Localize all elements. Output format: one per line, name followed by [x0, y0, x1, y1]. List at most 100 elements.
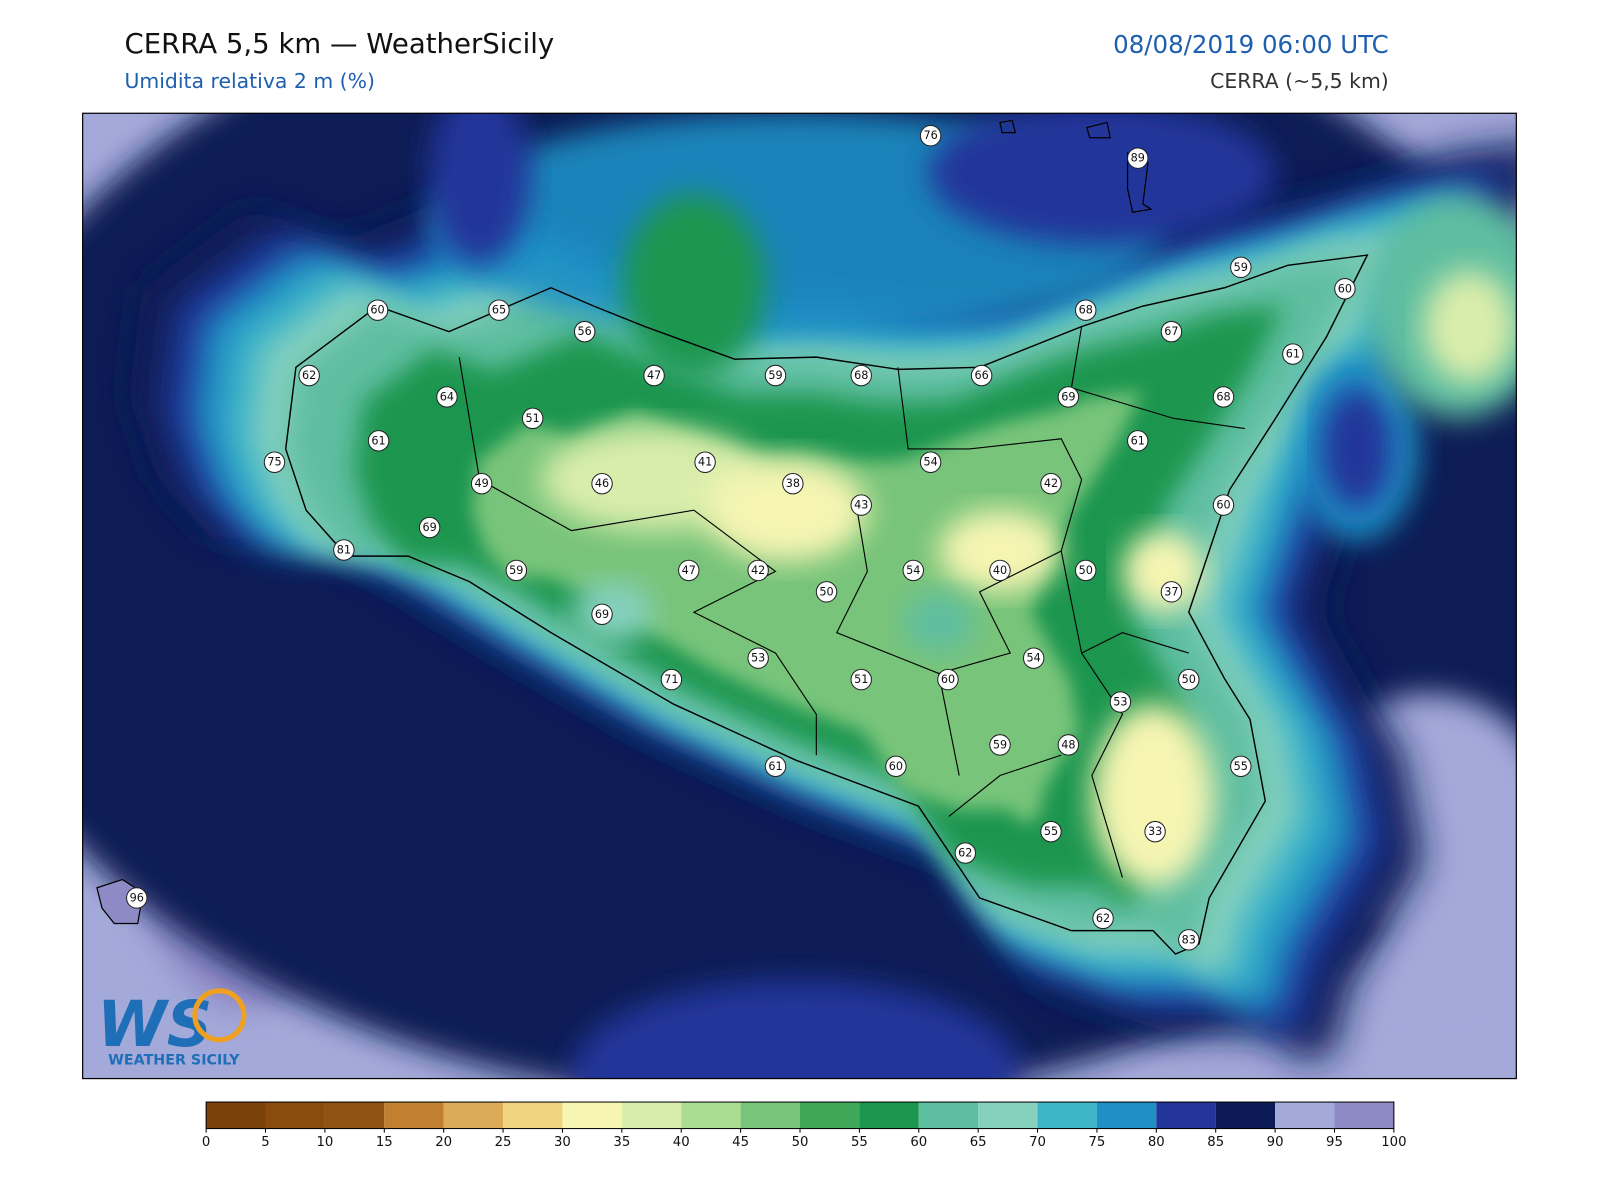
- station: 69: [1057, 386, 1080, 408]
- colorbar-segment: [918, 1102, 979, 1129]
- station: 53: [1109, 691, 1132, 713]
- station-marker: [505, 559, 528, 582]
- station: 50: [815, 581, 838, 603]
- station-marker: [470, 472, 493, 495]
- station-value: 61: [371, 434, 385, 447]
- station: 55: [1230, 755, 1252, 778]
- station-value: 54: [906, 564, 920, 577]
- station-value: 42: [1044, 477, 1058, 490]
- station-marker: [1109, 691, 1132, 713]
- station: 61: [367, 430, 390, 452]
- station-marker: [418, 516, 441, 539]
- station-marker: [989, 734, 1011, 756]
- station-marker: [367, 430, 390, 452]
- station-marker: [1022, 647, 1045, 669]
- station-value: 60: [370, 304, 384, 317]
- station-marker: [660, 668, 683, 691]
- colorbar-segment: [384, 1102, 444, 1129]
- colorbar-tick-label: 85: [1207, 1135, 1224, 1150]
- station: 67: [1160, 320, 1183, 343]
- station-value: 96: [130, 891, 144, 904]
- station-value: 53: [1113, 696, 1127, 709]
- station-marker: [1230, 755, 1252, 778]
- station-marker: [815, 581, 838, 603]
- station: 54: [902, 559, 924, 582]
- colorbar-tick-label: 90: [1267, 1135, 1284, 1150]
- station-marker: [1057, 386, 1080, 408]
- station-marker: [1040, 820, 1062, 843]
- station-marker: [1160, 581, 1183, 603]
- station-value: 62: [302, 369, 316, 382]
- station: 43: [850, 494, 872, 516]
- station-marker: [694, 451, 716, 473]
- station: 38: [782, 472, 804, 495]
- station: 47: [643, 364, 665, 387]
- station: 60: [366, 299, 389, 321]
- station-labels: 76 89 60 65 56 62 64 47 59 68 66 68 67 59 60 61 69 68 51 61…: [126, 125, 1356, 951]
- colorbar-tick-label: 30: [554, 1135, 571, 1150]
- station-value: 71: [664, 673, 678, 686]
- station-value: 75: [267, 456, 281, 469]
- colorbar: 0 5 10 15 20 25 30 35 40 45 50 55 60 65 70 75 80 85 90 95 10…: [202, 1101, 1407, 1150]
- colorbar-segment: [800, 1102, 860, 1129]
- station-value: 60: [1338, 282, 1352, 295]
- station: 50: [1075, 559, 1097, 582]
- title: CERRA 5,5 km — WeatherSicily: [124, 28, 554, 60]
- station-value: 62: [1096, 912, 1110, 925]
- station: 55: [1040, 820, 1062, 843]
- colorbar-segment: [206, 1102, 266, 1129]
- station: 60: [1334, 278, 1356, 300]
- station-marker: [573, 320, 596, 343]
- station-value: 37: [1164, 585, 1178, 598]
- station: 51: [850, 668, 872, 691]
- station: 66: [970, 364, 993, 387]
- colorbar-tick-label: 25: [495, 1135, 512, 1150]
- station: 46: [591, 472, 613, 495]
- station-value: 38: [786, 477, 800, 490]
- station: 62: [298, 364, 320, 387]
- station: 59: [989, 734, 1011, 756]
- station-value: 55: [1234, 760, 1248, 773]
- station-value: 60: [1216, 499, 1230, 512]
- station: 61: [1282, 343, 1304, 365]
- station: 68: [1075, 299, 1097, 321]
- map-field: [82, 113, 1517, 1079]
- station-value: 54: [923, 456, 937, 469]
- station: 50: [1178, 668, 1200, 691]
- colorbar-tick-label: 75: [1089, 1135, 1106, 1150]
- colorbar-tick-label: 95: [1326, 1135, 1343, 1150]
- colorbar-tick-label: 50: [792, 1135, 809, 1150]
- station-value: 59: [509, 564, 523, 577]
- colorbar-segment: [562, 1102, 622, 1129]
- station-marker: [1040, 472, 1062, 495]
- station-marker: [1075, 299, 1097, 321]
- colorbar-segment: [978, 1102, 1038, 1129]
- colorbar-tick-label: 5: [261, 1135, 269, 1150]
- station-marker: [1127, 147, 1149, 169]
- logo-mark: WS: [97, 987, 212, 1061]
- station: 48: [1057, 734, 1080, 756]
- station-marker: [1160, 320, 1183, 343]
- station-value: 59: [993, 738, 1007, 751]
- colorbar-segment: [740, 1102, 800, 1129]
- station-value: 61: [1131, 434, 1145, 447]
- station-value: 76: [923, 129, 937, 142]
- colorbar-tick-label: 55: [851, 1135, 868, 1150]
- colorbar-segment: [1275, 1102, 1335, 1129]
- station-value: 54: [1027, 652, 1041, 665]
- station: 59: [1230, 256, 1252, 279]
- station-marker: [126, 887, 148, 909]
- station-value: 60: [941, 673, 955, 686]
- station-value: 49: [474, 477, 488, 490]
- station-marker: [263, 451, 286, 473]
- station-marker: [1075, 559, 1097, 582]
- station: 62: [954, 842, 977, 864]
- station-marker: [1178, 929, 1200, 951]
- station: 68: [1212, 386, 1235, 408]
- station-value: 89: [1131, 152, 1145, 165]
- station-marker: [764, 364, 787, 387]
- station: 76: [919, 125, 942, 147]
- station-marker: [643, 364, 665, 387]
- station: 59: [505, 559, 528, 582]
